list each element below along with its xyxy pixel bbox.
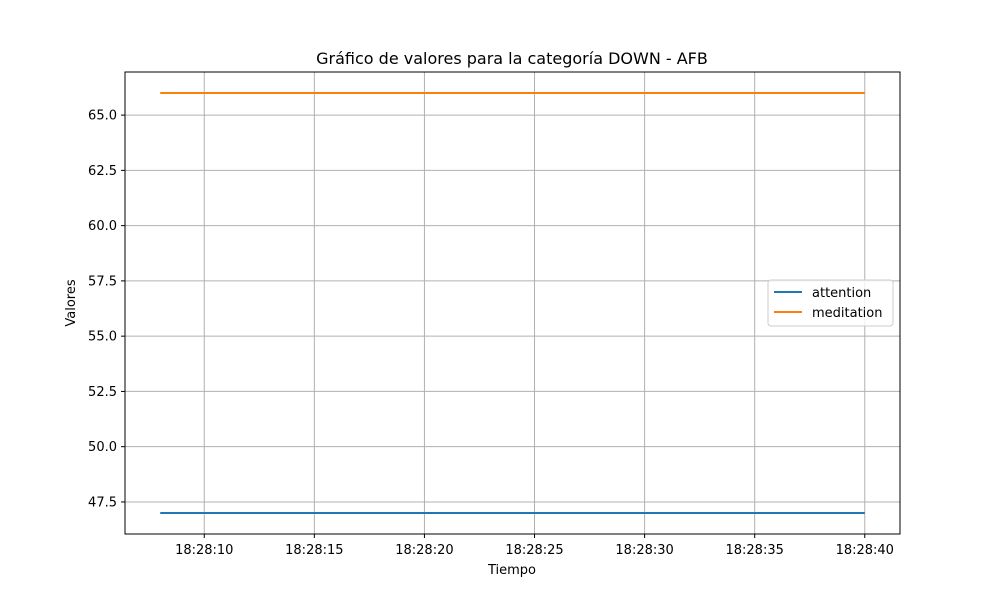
x-tick-label: 18:28:15 bbox=[285, 543, 343, 558]
y-axis-label: Valores bbox=[64, 279, 79, 326]
y-tick-label: 60.0 bbox=[88, 219, 117, 234]
chart-title: Gráfico de valores para la categoría DOW… bbox=[316, 49, 708, 68]
y-tick-label: 65.0 bbox=[88, 109, 117, 124]
x-tick-label: 18:28:30 bbox=[615, 543, 673, 558]
y-tick-label: 55.0 bbox=[88, 330, 117, 345]
x-tick-label: 18:28:35 bbox=[725, 543, 783, 558]
y-tick-label: 57.5 bbox=[88, 274, 117, 289]
plot-area-frame bbox=[124, 71, 901, 535]
x-tick-label: 18:28:25 bbox=[505, 543, 563, 558]
y-tick-label: 47.5 bbox=[88, 495, 117, 510]
x-axis-label: Tiempo bbox=[487, 563, 536, 578]
grid bbox=[125, 72, 900, 534]
y-tick-label: 52.5 bbox=[88, 385, 117, 400]
y-tick-label: 62.5 bbox=[88, 164, 117, 179]
x-tick-label: 18:28:40 bbox=[836, 543, 894, 558]
x-axis: 18:28:10 18:28:15 18:28:20 18:28:25 18:28:30… bbox=[175, 534, 894, 558]
legend-label-meditation: meditation bbox=[812, 306, 883, 321]
x-tick-label: 18:28:10 bbox=[175, 543, 233, 558]
y-tick-label: 50.0 bbox=[88, 440, 117, 455]
legend-label-attention: attention bbox=[812, 286, 871, 301]
x-tick-label: 18:28:20 bbox=[395, 543, 453, 558]
legend: attention meditation bbox=[767, 279, 894, 327]
y-axis: 47.5 50.0 52.5 55.0 57.5 60.0 62.5 65.0 bbox=[88, 109, 125, 510]
series-group bbox=[160, 92, 865, 514]
